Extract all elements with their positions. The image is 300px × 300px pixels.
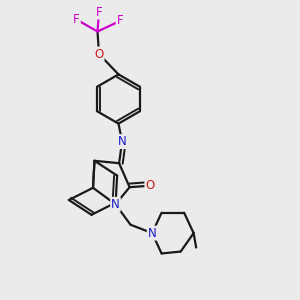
Text: F: F	[96, 5, 102, 19]
Text: N: N	[148, 226, 157, 240]
Text: N: N	[111, 198, 120, 211]
Text: O: O	[94, 47, 103, 61]
Text: F: F	[117, 14, 123, 28]
Text: N: N	[118, 135, 127, 148]
Text: F: F	[73, 13, 80, 26]
Text: O: O	[146, 179, 154, 192]
